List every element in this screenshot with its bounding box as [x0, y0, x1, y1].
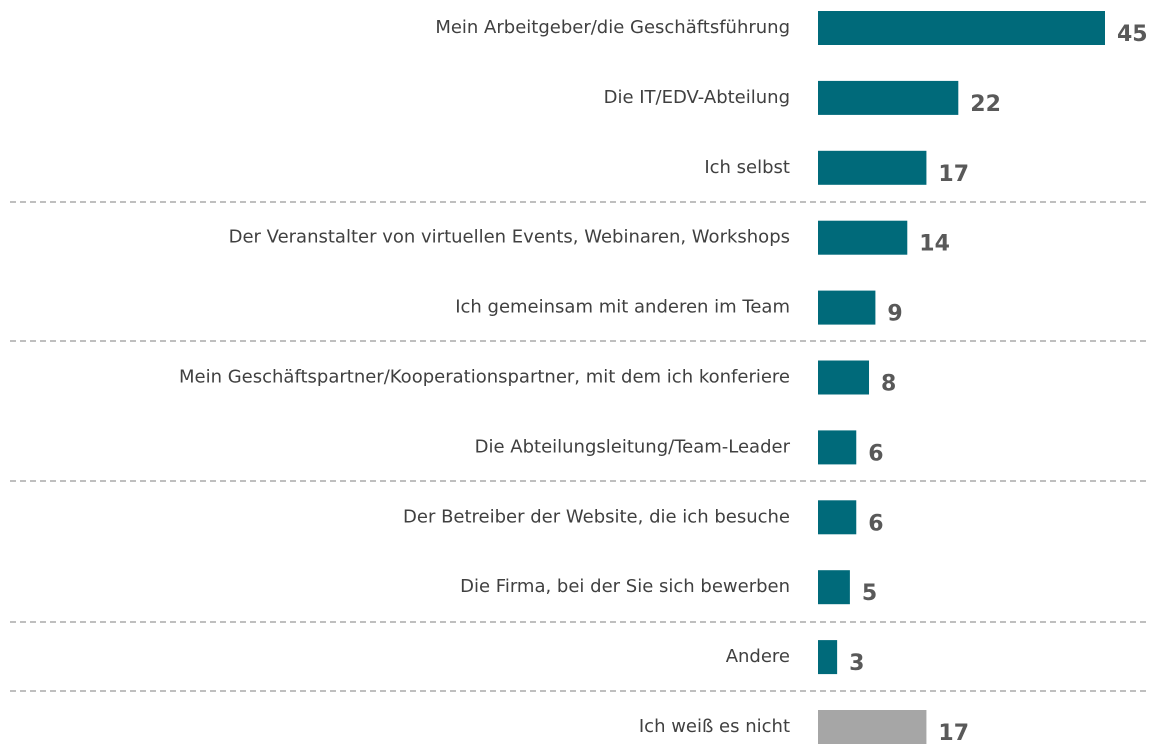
- category-label: Die Abteilungsleitung/Team-Leader: [475, 436, 791, 457]
- category-label: Der Veranstalter von virtuellen Events, …: [229, 227, 790, 248]
- value-label: 6: [868, 511, 883, 536]
- bar: [818, 80, 959, 115]
- bar: [818, 710, 927, 744]
- category-label: Mein Geschäftspartner/Kooperationspartne…: [179, 367, 790, 388]
- value-label: 5: [862, 581, 877, 606]
- category-label: Andere: [726, 646, 790, 667]
- bar: [818, 570, 850, 605]
- category-label: Mein Arbeitgeber/die Geschäftsführung: [435, 17, 790, 38]
- value-label: 45: [1117, 22, 1148, 47]
- bar: [818, 500, 857, 535]
- category-label: Die Firma, bei der Sie sich bewerben: [460, 576, 790, 597]
- value-label: 22: [970, 92, 1001, 117]
- value-label: 8: [881, 372, 896, 397]
- value-label: 14: [919, 232, 950, 257]
- bar: [818, 430, 857, 465]
- value-label: 17: [938, 162, 969, 187]
- value-label: 17: [938, 721, 969, 745]
- category-label: Ich gemeinsam mit anderen im Team: [455, 297, 790, 318]
- category-label: Die IT/EDV-Abteilung: [604, 87, 790, 108]
- value-label: 6: [868, 441, 883, 466]
- value-label: 3: [849, 651, 864, 676]
- bar: [818, 290, 876, 325]
- bar: [818, 360, 870, 395]
- bar: [818, 220, 908, 255]
- bar: [818, 640, 838, 675]
- bar: [818, 11, 1105, 45]
- value-label: 9: [887, 302, 902, 327]
- category-label: Ich weiß es nicht: [639, 716, 790, 737]
- category-label: Ich selbst: [704, 157, 790, 178]
- category-label: Der Betreiber der Website, die ich besuc…: [403, 506, 790, 527]
- bar: [818, 150, 927, 185]
